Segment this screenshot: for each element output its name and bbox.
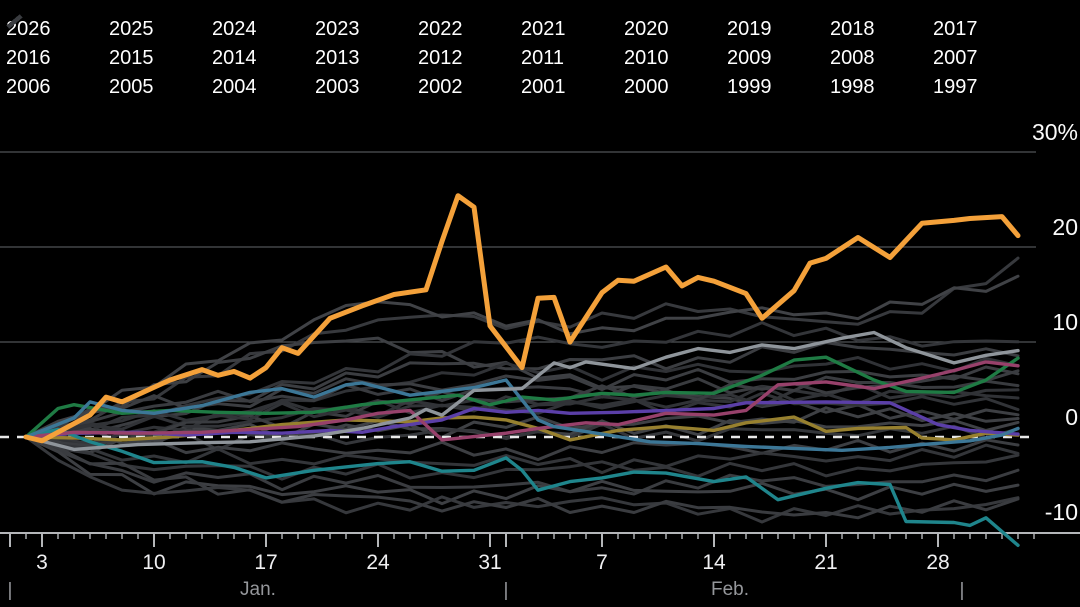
legend-year-label: 2007	[933, 46, 978, 69]
y-axis-label-0: 0	[1065, 404, 1078, 430]
legend-item-2008[interactable]: 2008	[6, 14, 933, 72]
legend-item-2017[interactable]: 2017	[6, 14, 1036, 43]
y-axis-label-20: 20	[1052, 214, 1078, 240]
legend-item-1997[interactable]: 1997	[6, 14, 1036, 101]
legend-year-label: 2024	[212, 17, 257, 40]
legend-item-1998[interactable]: 1998	[6, 14, 933, 101]
legend-year-label: 2013	[315, 46, 360, 69]
x-tick-label-14: 14	[702, 551, 726, 574]
legend-year-label: 2021	[521, 17, 566, 40]
legend-year-label: 2011	[521, 46, 565, 69]
legend-item-2003[interactable]: 2003	[6, 14, 418, 101]
legend-year-label: 2022	[418, 17, 463, 40]
series-line-2000[interactable]	[24, 435, 1020, 506]
legend-item-2025[interactable]: 2025	[6, 14, 212, 43]
legend-year-label: 2005	[109, 75, 154, 98]
legend-year-label: 2023	[315, 17, 360, 40]
series-line-2026[interactable]	[23, 193, 1021, 444]
legend-item-2015[interactable]: 2015	[6, 14, 212, 72]
month-separator-1: |	[504, 580, 509, 601]
chart-legend: 2026 2025 2024 2023 2022 2021 2020 2019 2018 2017…	[6, 14, 1076, 101]
x-tick-label-24: 24	[366, 551, 390, 574]
legend-year-label: 2018	[830, 17, 875, 40]
legend-item-2024[interactable]: 2024	[6, 14, 315, 43]
legend-item-2022[interactable]: 2022	[6, 14, 521, 43]
month-label-jan: Jan.	[240, 579, 276, 600]
legend-item-2021[interactable]: 2021	[6, 14, 624, 43]
legend-item-2009[interactable]: 2009	[6, 14, 830, 72]
x-tick-label-21: 21	[814, 551, 837, 574]
legend-year-label: 1997	[933, 75, 978, 98]
series-group	[0, 193, 1036, 547]
series-line-2008[interactable]	[24, 274, 1020, 439]
series-line-2021[interactable]	[24, 427, 1020, 547]
legend-item-2011[interactable]: 2011	[6, 14, 624, 72]
legend-year-label: 2003	[315, 75, 360, 98]
series-line-2022[interactable]	[24, 360, 1020, 442]
y-axis-label-30: 30%	[1032, 119, 1078, 145]
legend-item-2020[interactable]: 2020	[6, 14, 727, 43]
legend-year-label: 2026	[6, 17, 51, 40]
legend-item-2012[interactable]: 2012	[6, 14, 521, 72]
legend-year-label: 2000	[624, 75, 669, 98]
legend-item-2002[interactable]: 2002	[6, 14, 521, 101]
legend-item-2004[interactable]: 2004	[6, 14, 315, 101]
legend-year-label: 2002	[418, 75, 463, 98]
legend-item-2005[interactable]: 2005	[6, 14, 212, 101]
x-tick-label-28: 28	[926, 551, 949, 574]
legend-year-label: 2010	[624, 46, 669, 69]
legend-year-label: 2001	[521, 75, 566, 98]
y-axis-label--10: -10	[1045, 499, 1078, 525]
series-line-1999[interactable]	[24, 435, 1020, 524]
series-line-2025[interactable]	[24, 330, 1020, 452]
month-label-feb: Feb.	[711, 579, 749, 600]
legend-item-2010[interactable]: 2010	[6, 14, 727, 72]
x-tick-label-17: 17	[254, 551, 277, 574]
legend-item-2000[interactable]: 2000	[6, 14, 727, 101]
legend-year-label: 2017	[933, 17, 978, 40]
legend-item-1999[interactable]: 1999	[6, 14, 830, 101]
series-line-2014[interactable]	[24, 321, 1020, 439]
x-tick-label-31: 31	[478, 551, 501, 574]
legend-item-2023[interactable]: 2023	[6, 14, 418, 43]
x-tick-label-7: 7	[596, 551, 608, 574]
x-tick-label-10: 10	[142, 551, 165, 574]
legend-item-2001[interactable]: 2001	[6, 14, 624, 101]
legend-year-label: 2014	[212, 46, 257, 69]
series-line-1997[interactable]	[24, 435, 1020, 520]
legend-year-label: 2006	[6, 75, 51, 98]
month-separator-2: |	[960, 580, 965, 601]
legend-year-label: 2015	[109, 46, 154, 69]
legend-item-2013[interactable]: 2013	[6, 14, 418, 72]
series-color-swatch-icon	[6, 14, 23, 29]
legend-year-label: 2019	[727, 17, 772, 40]
y-axis-label-10: 10	[1052, 309, 1078, 335]
legend-year-label: 2008	[830, 46, 875, 69]
legend-item-2018[interactable]: 2018	[6, 14, 933, 43]
legend-year-label: 2004	[212, 75, 257, 98]
legend-item-2007[interactable]: 2007	[6, 14, 1036, 72]
series-line-2004[interactable]	[24, 426, 1020, 462]
legend-item-2006[interactable]: 2006	[6, 14, 109, 101]
legend-item-2019[interactable]: 2019	[6, 14, 830, 43]
month-separator-0: |	[8, 580, 13, 601]
legend-year-label: 2009	[727, 46, 772, 69]
legend-year-label: 1998	[830, 75, 875, 98]
legend-year-label: 1999	[727, 75, 772, 98]
series-line-2023[interactable]	[24, 378, 1020, 452]
legend-year-label: 2012	[418, 46, 463, 69]
legend-year-label: 2020	[624, 17, 669, 40]
series-line-2019[interactable]	[24, 400, 1020, 439]
legend-item-2014[interactable]: 2014	[6, 14, 315, 72]
x-tick-label-3: 3	[36, 551, 48, 574]
legend-year-label: 2016	[6, 46, 51, 69]
legend-item-2016[interactable]: 2016	[6, 14, 109, 72]
legend-year-label: 2025	[109, 17, 154, 40]
